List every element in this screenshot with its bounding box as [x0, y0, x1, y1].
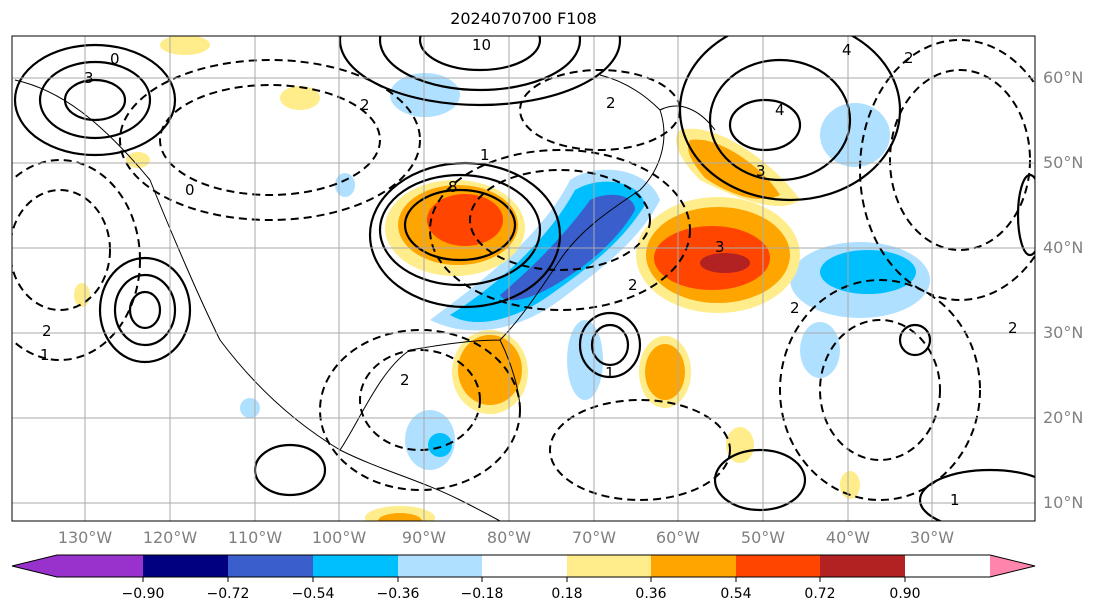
colorbar-tick-label: 0.54 [720, 586, 752, 602]
svg-text:1: 1 [950, 491, 960, 509]
colorbar-tick-label: 0.18 [551, 586, 583, 602]
map-frame [11, 35, 1036, 522]
svg-text:2: 2 [628, 276, 638, 294]
svg-text:2: 2 [1008, 319, 1018, 337]
svg-text:1: 1 [605, 364, 615, 382]
colorbar-tick-label: −0.36 [376, 586, 420, 602]
colorbar [11, 554, 1036, 582]
colorbar-segment [820, 555, 905, 577]
colorbar-tick-label: 0.72 [804, 586, 836, 602]
colorbar-segment [736, 555, 820, 577]
svg-text:2: 2 [360, 96, 370, 114]
colorbar-tick-label: −0.54 [291, 586, 335, 602]
svg-text:4: 4 [775, 101, 785, 119]
colorbar-tick-label: −0.90 [121, 586, 165, 602]
colorbar-extend-low [12, 555, 57, 577]
colorbar-segment [567, 555, 651, 577]
colorbar-tick-label: −0.72 [206, 586, 250, 602]
colorbar-tick-label: 0.36 [635, 586, 667, 602]
coastline [14, 74, 716, 521]
colorbar-extend-high [990, 555, 1035, 577]
colorbar-segment [57, 555, 143, 577]
map-title: 2024070700 F108 [450, 9, 597, 28]
svg-text:0: 0 [110, 50, 120, 68]
svg-text:1: 1 [40, 346, 50, 364]
svg-text:2: 2 [42, 322, 52, 340]
colorbar-segment [313, 555, 398, 577]
svg-text:10: 10 [472, 36, 491, 54]
colorbar-segment [398, 555, 482, 577]
svg-text:0: 0 [185, 181, 195, 199]
svg-text:1: 1 [480, 146, 490, 164]
svg-text:2: 2 [400, 371, 410, 389]
colorbar-segment [482, 555, 567, 577]
svg-text:2: 2 [606, 94, 616, 112]
colorbar-segment [143, 555, 228, 577]
svg-text:2: 2 [904, 49, 914, 67]
contour-labels: 3 0 2 8 10 4 2 3 4 2 1 0 3 2 2 1 2 1 2 2… [40, 36, 1018, 509]
svg-text:3: 3 [84, 69, 94, 87]
svg-text:3: 3 [715, 238, 725, 256]
svg-text:8: 8 [448, 178, 458, 196]
graticule [12, 36, 1035, 521]
svg-text:2: 2 [790, 299, 800, 317]
negative-contours [12, 39, 1035, 501]
colorbar-segment [651, 555, 736, 577]
colorbar-tick-label: −0.18 [460, 586, 504, 602]
colorbar-segment [228, 555, 313, 577]
colorbar-tick-label: 0.90 [889, 586, 921, 602]
svg-text:4: 4 [842, 41, 852, 59]
svg-text:3: 3 [756, 162, 766, 180]
